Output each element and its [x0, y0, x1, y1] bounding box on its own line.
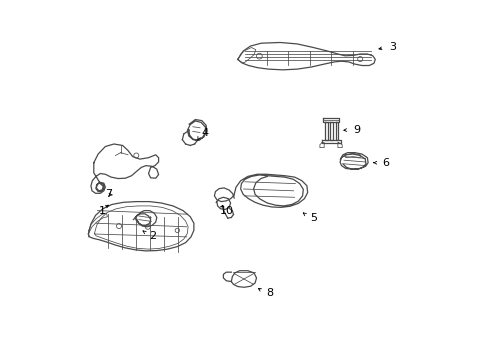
Text: 1: 1	[99, 206, 106, 216]
Text: 8: 8	[267, 288, 274, 298]
Text: 9: 9	[353, 125, 360, 135]
Text: 7: 7	[104, 189, 112, 199]
Text: 10: 10	[220, 206, 234, 216]
Text: 6: 6	[382, 158, 389, 168]
Text: 5: 5	[310, 213, 317, 223]
Text: 3: 3	[389, 42, 396, 52]
Text: 2: 2	[149, 231, 157, 241]
Text: 4: 4	[201, 128, 208, 138]
